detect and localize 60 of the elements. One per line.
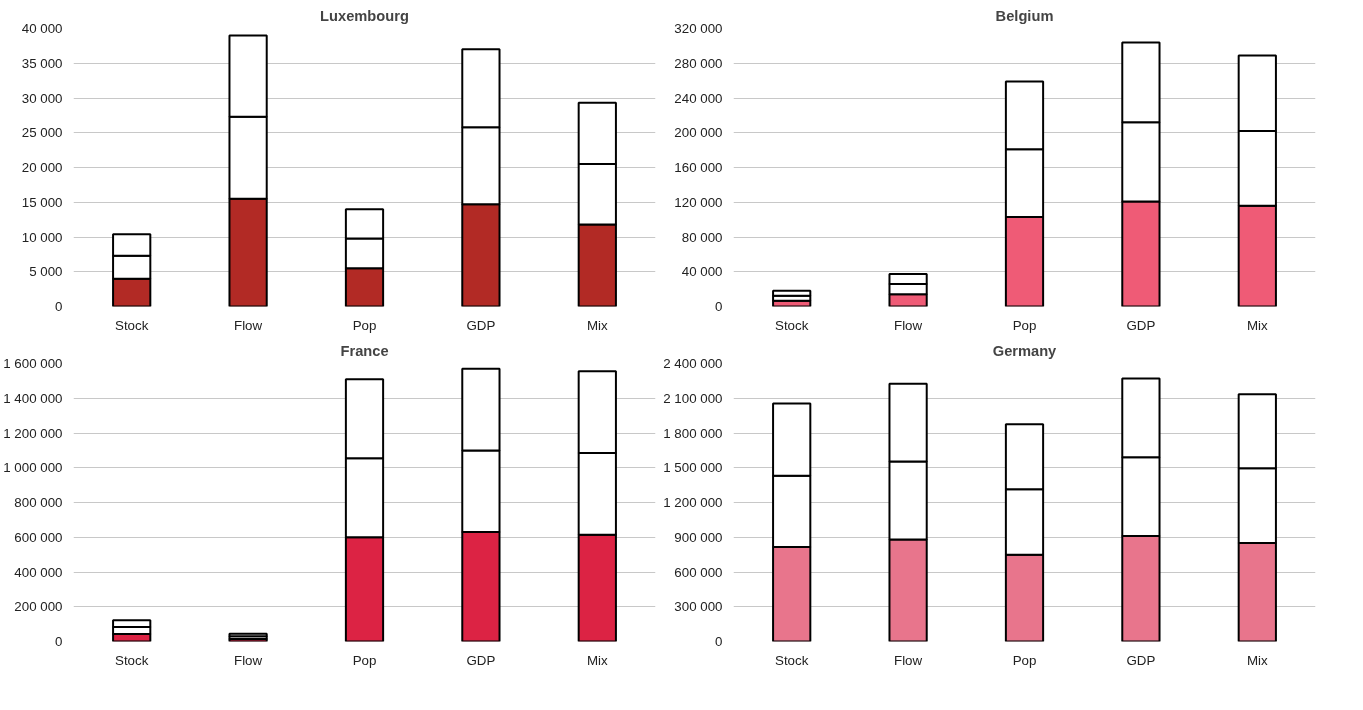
x-tick-label: Flow bbox=[234, 317, 263, 333]
x-tick-label: Mix bbox=[586, 317, 608, 333]
y-tick-label: 200 000 bbox=[674, 125, 723, 141]
y-tick-label: 900 000 bbox=[674, 529, 723, 545]
y-tick-label: 15 000 bbox=[21, 194, 63, 210]
x-tick-label: Stock bbox=[115, 652, 149, 668]
y-tick-label: 2 100 000 bbox=[663, 390, 723, 406]
x-tick-label: GDP bbox=[466, 317, 496, 333]
chart-title: Germany bbox=[992, 342, 1058, 359]
y-tick-label: 1 500 000 bbox=[663, 460, 723, 476]
y-tick-label: 1 200 000 bbox=[663, 495, 723, 510]
y-tick-label: 1 000 000 bbox=[3, 460, 63, 476]
y-tick-label: 240 000 bbox=[674, 90, 723, 106]
x-tick-label: Pop bbox=[1012, 652, 1037, 668]
x-tick-label: GDP bbox=[1126, 652, 1156, 668]
y-tick-label: 120 000 bbox=[674, 194, 723, 210]
y-tick-label: 800 000 bbox=[14, 495, 63, 510]
y-tick-label: 80 000 bbox=[681, 229, 723, 245]
y-tick-label: 600 000 bbox=[14, 529, 63, 545]
x-tick-label: Stock bbox=[775, 317, 809, 333]
x-tick-label: GDP bbox=[466, 652, 496, 668]
y-tick-label: 20 000 bbox=[21, 160, 63, 175]
y-tick-label: 280 000 bbox=[674, 55, 723, 71]
x-tick-label: Flow bbox=[234, 652, 263, 668]
y-tick-label: 0 bbox=[715, 634, 723, 649]
y-tick-label: 30 000 bbox=[21, 90, 63, 106]
y-tick-label: 25 000 bbox=[21, 125, 63, 141]
y-tick-label: 0 bbox=[55, 634, 63, 649]
x-tick-label: GDP bbox=[1126, 317, 1156, 333]
x-tick-label: Mix bbox=[1246, 652, 1268, 668]
x-tick-label: Flow bbox=[894, 317, 923, 333]
y-tick-label: 1 800 000 bbox=[663, 425, 723, 441]
y-tick-label: 320 000 bbox=[674, 21, 723, 36]
x-tick-label: Pop bbox=[352, 652, 377, 668]
x-tick-label: Stock bbox=[775, 652, 809, 668]
y-tick-label: 35 000 bbox=[21, 55, 63, 71]
y-tick-label: 200 000 bbox=[14, 599, 63, 615]
y-tick-label: 600 000 bbox=[674, 564, 723, 580]
y-tick-label: 1 400 000 bbox=[3, 390, 63, 406]
chart-title: Luxembourg bbox=[320, 7, 409, 24]
y-tick-label: 300 000 bbox=[674, 599, 723, 615]
y-tick-label: 1 200 000 bbox=[3, 425, 63, 441]
x-tick-label: Mix bbox=[1246, 317, 1268, 333]
y-tick-label: 1 600 000 bbox=[3, 356, 63, 371]
y-tick-label: 10 000 bbox=[21, 229, 63, 245]
y-tick-label: 400 000 bbox=[14, 564, 63, 580]
x-tick-label: Stock bbox=[115, 317, 149, 333]
y-tick-label: 0 bbox=[55, 299, 63, 314]
y-tick-label: 160 000 bbox=[674, 160, 723, 175]
x-tick-label: Mix bbox=[586, 652, 608, 668]
chart-title: Belgium bbox=[995, 7, 1054, 24]
x-tick-label: Pop bbox=[1012, 317, 1037, 333]
x-tick-label: Flow bbox=[894, 652, 923, 668]
y-tick-label: 0 bbox=[715, 299, 723, 314]
y-tick-label: 2 400 000 bbox=[663, 356, 723, 371]
y-tick-label: 40 000 bbox=[681, 264, 723, 280]
y-tick-label: 40 000 bbox=[21, 21, 63, 36]
chart-title: France bbox=[340, 342, 389, 359]
y-tick-label: 5 000 bbox=[29, 264, 63, 280]
x-tick-label: Pop bbox=[352, 317, 377, 333]
